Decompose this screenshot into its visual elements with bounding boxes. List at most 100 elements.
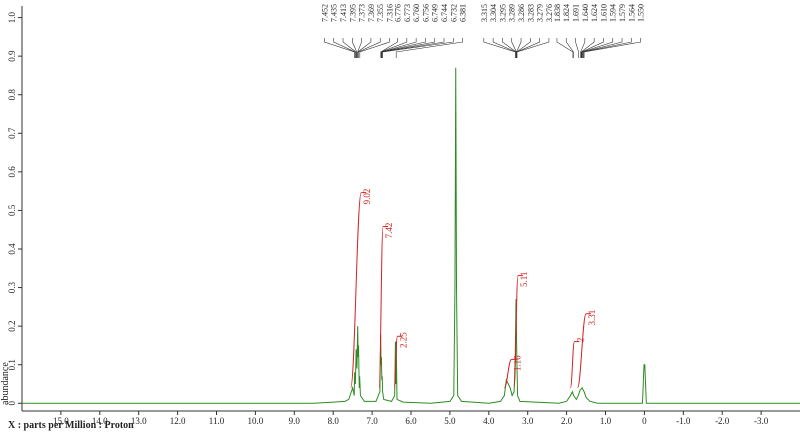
y-axis-label: abundance (0, 362, 11, 405)
x-tick-label: 11.0 (209, 416, 225, 426)
y-tick-label: 0.7 (7, 127, 17, 139)
peak-label: 7.452 (320, 4, 329, 22)
x-tick-label: 4.0 (483, 416, 495, 426)
peak-leader (324, 38, 355, 58)
x-tick-label: -2.0 (715, 416, 730, 426)
y-tick-label: 0.1 (7, 359, 17, 370)
integral-label: 7.42 (384, 223, 394, 239)
peak-label: 6.749 (431, 4, 440, 22)
y-tick-label: 0.8 (7, 89, 17, 101)
integral-label: 2.25 (398, 332, 408, 348)
integral-label: 5.11 (519, 272, 529, 287)
peak-label: 3.315 (480, 4, 489, 22)
x-tick-label: 5.0 (444, 416, 456, 426)
x-tick-label: 10.0 (248, 416, 264, 426)
x-tick-label: 6.0 (405, 416, 417, 426)
integral-curve (378, 226, 384, 389)
peak-leader (352, 38, 358, 58)
x-axis-label: X : parts per Million : Proton (8, 420, 134, 431)
x-tick-label: 2.0 (561, 416, 573, 426)
peak-label: 6.776 (394, 4, 403, 22)
y-tick-label: 0.9 (7, 50, 17, 62)
peak-leader (492, 38, 517, 58)
y-tick-label: 0.3 (7, 281, 17, 293)
peak-label: 3.304 (489, 4, 498, 22)
x-tick-label: 0 (642, 416, 647, 426)
peak-leader (582, 38, 614, 58)
peak-label: 1.564 (627, 4, 636, 22)
peak-label: 1.594 (609, 4, 618, 22)
peak-label: 3.283 (526, 4, 535, 22)
peak-label: 6.756 (421, 4, 430, 22)
x-tick-label: 8.0 (328, 416, 340, 426)
x-tick-label: 12.0 (170, 416, 186, 426)
peak-label: 3.276 (545, 4, 554, 22)
peak-leader (381, 38, 445, 58)
peak-leader (556, 38, 574, 58)
peak-label: 7.413 (339, 4, 348, 22)
peak-label: 7.355 (376, 4, 385, 22)
peak-leader (582, 38, 623, 58)
peak-leader (395, 38, 463, 58)
x-tick-label: 9.0 (289, 416, 301, 426)
peak-leader (580, 38, 595, 58)
spectrum-line (22, 67, 800, 404)
integral-label: 1.16 (512, 355, 522, 371)
peak-label: 3.286 (517, 4, 526, 22)
x-tick-label: 15.0 (53, 416, 69, 426)
integral-curve (577, 313, 587, 389)
peak-label: 1.610 (599, 4, 608, 22)
peak-label: 1.624 (590, 4, 599, 22)
x-tick-label: -1.0 (676, 416, 691, 426)
peak-label: 7.316 (386, 4, 395, 22)
peak-leader (583, 38, 641, 58)
integral-label: 3.31 (587, 310, 597, 326)
peak-leader (516, 38, 550, 58)
x-tick-label: 14.0 (92, 416, 108, 426)
peak-label: 6.744 (440, 4, 449, 22)
peak-label: 3.295 (498, 4, 507, 22)
peak-leader (333, 38, 356, 58)
peak-leader (382, 38, 454, 58)
y-tick-label: 0.5 (7, 204, 17, 216)
x-tick-label: 1.0 (600, 416, 612, 426)
peak-label: 6.760 (412, 4, 421, 22)
x-tick-label: 7.0 (366, 416, 378, 426)
peak-label: 6.381 (459, 4, 468, 22)
peak-leader (359, 38, 390, 58)
peak-leader (580, 38, 586, 58)
integral-curve (393, 335, 398, 389)
integral-curve (569, 341, 575, 389)
peak-leader (575, 38, 579, 58)
x-tick-label: 13.0 (131, 416, 147, 426)
y-tick-label: 0 (7, 401, 17, 406)
peak-label: 6.773 (403, 4, 412, 22)
peak-leader (357, 38, 372, 58)
peak-leader (581, 38, 604, 58)
y-tick-label: 0.4 (7, 243, 17, 255)
peak-label: 7.435 (330, 4, 339, 22)
peak-label: 3.279 (536, 4, 545, 22)
peak-label: 1.838 (553, 4, 562, 22)
integral-label: 2 (575, 338, 585, 343)
peak-label: 1.640 (581, 4, 590, 22)
x-tick-label: 3.0 (522, 416, 534, 426)
peak-leader (565, 38, 574, 58)
y-tick-label: 0.2 (7, 321, 17, 332)
peak-label: 7.373 (358, 4, 367, 22)
peak-label: 1.550 (637, 4, 646, 22)
y-tick-label: 1.0 (7, 11, 17, 23)
peak-leader (483, 38, 516, 58)
peak-label: 1.691 (572, 4, 581, 22)
peak-label: 1.824 (562, 4, 571, 22)
peak-label: 3.289 (508, 4, 517, 22)
peak-label: 7.369 (367, 4, 376, 22)
peak-label: 1.579 (618, 4, 627, 22)
peak-leader (380, 38, 408, 58)
peak-leader (342, 38, 357, 58)
peak-leader (583, 38, 632, 58)
peak-label: 6.732 (449, 4, 458, 22)
peak-leader (357, 38, 381, 58)
